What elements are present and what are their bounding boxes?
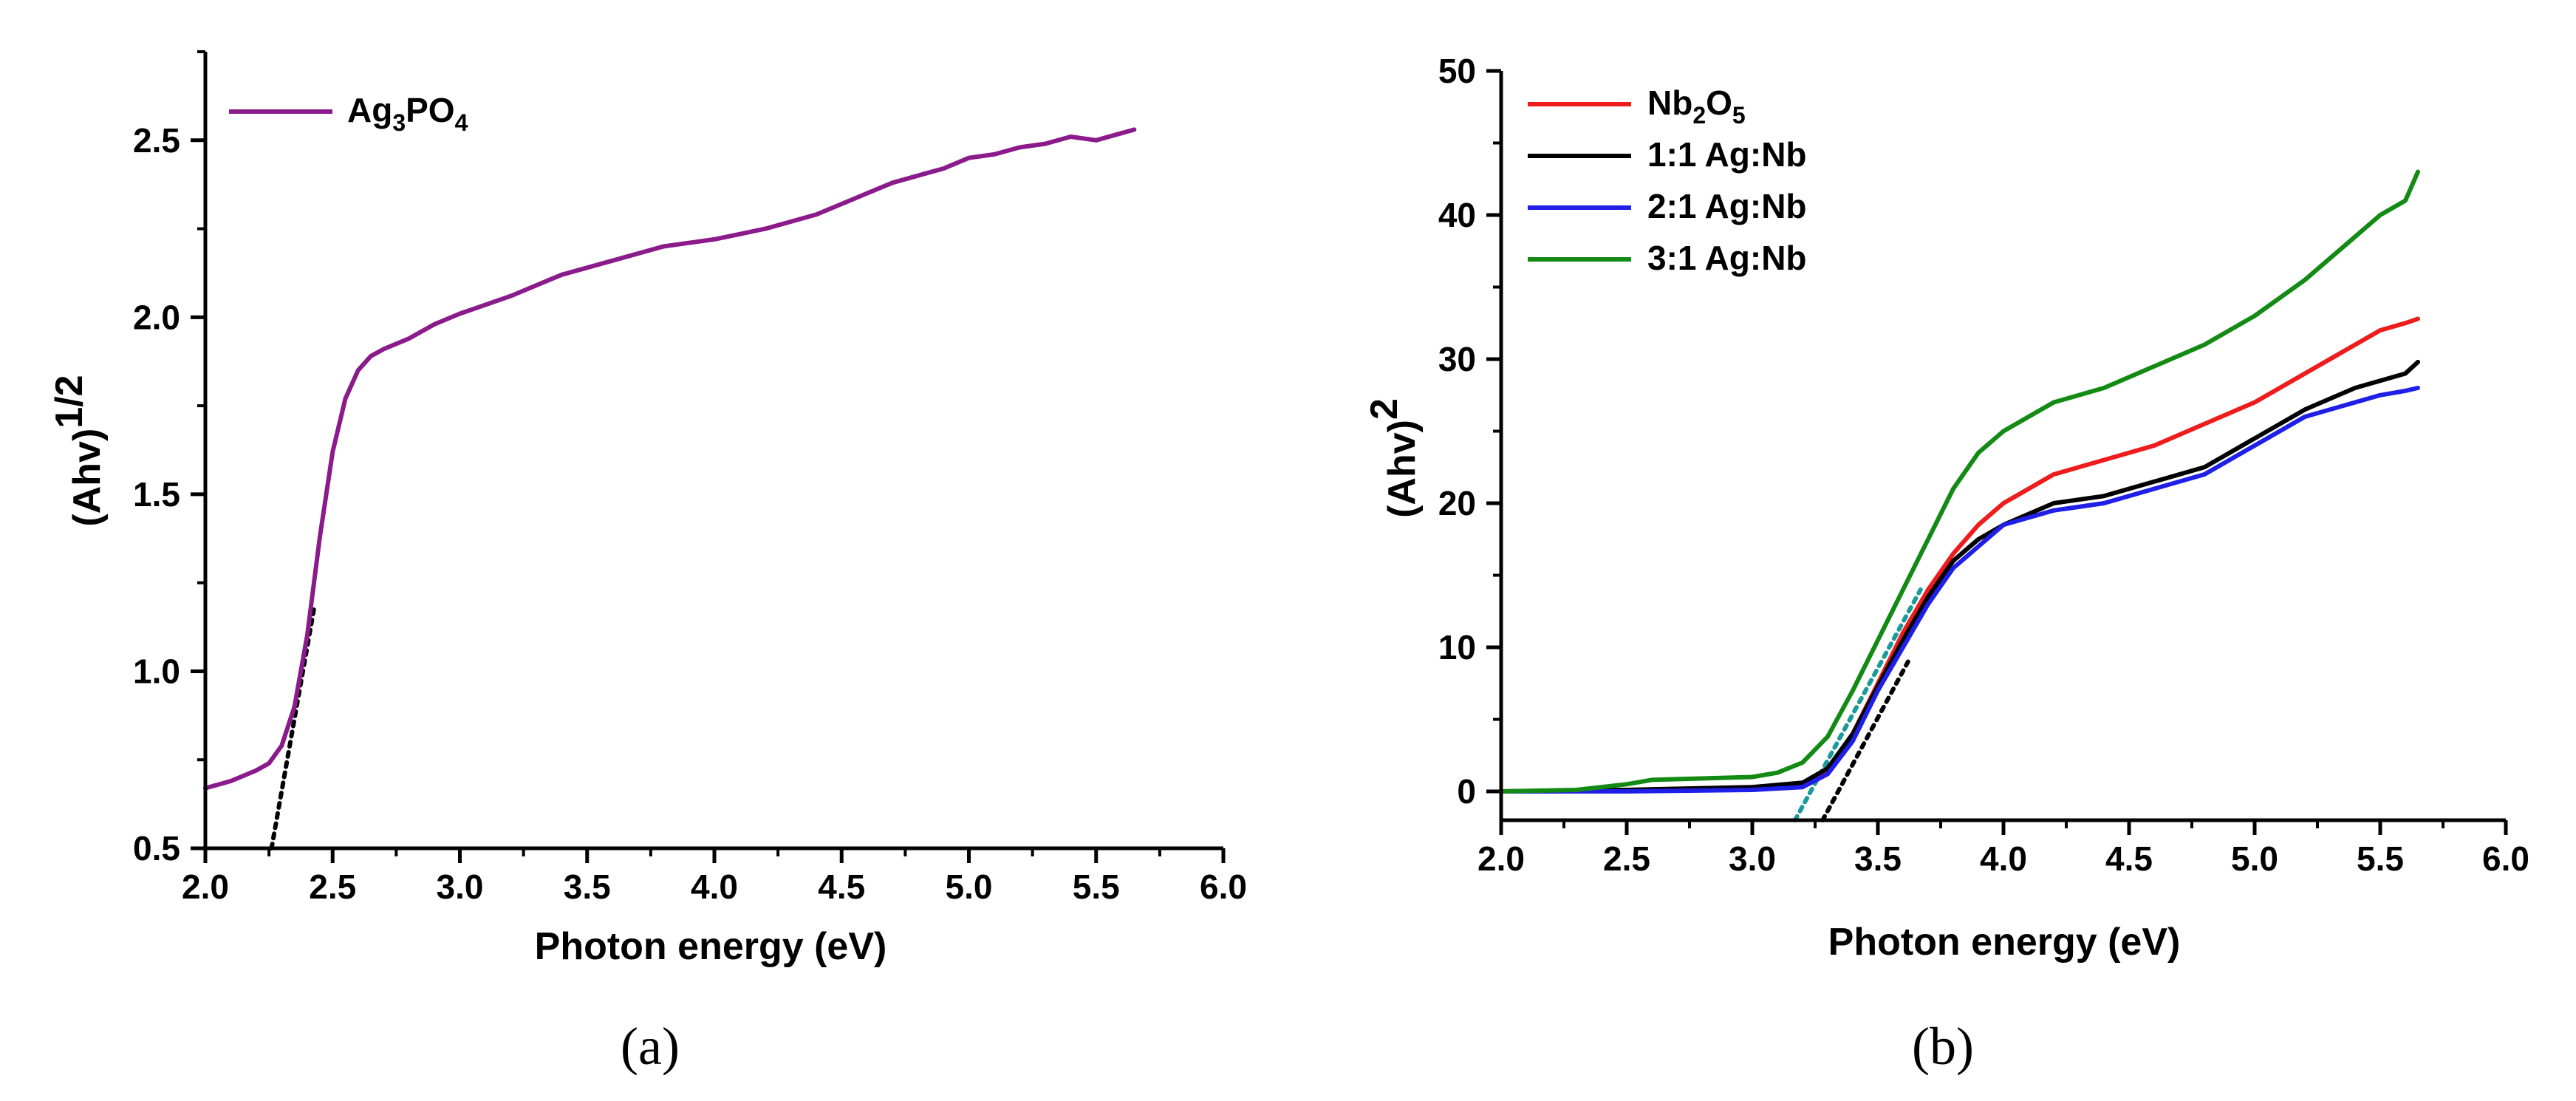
x-tick-label-a: 2.0 (182, 867, 229, 906)
legend-label-b-0: Nb2O5 (1647, 83, 1746, 129)
y-axis-title-b-sup: 2 (1363, 398, 1406, 420)
panel-caption-b: (b) (1912, 1017, 1974, 1076)
y-axis-title-b: (Ahv)2 (1363, 398, 1424, 518)
series-line-b-3 (1499, 169, 2420, 794)
y-tick-label-b: 20 (1438, 484, 1476, 522)
legend-a: Ag3PO4 (229, 91, 468, 136)
x-tick-label-b: 6.0 (2482, 839, 2529, 878)
y-tick-label-b: 0 (1457, 772, 1476, 811)
y-tick-label-b: 50 (1438, 52, 1476, 90)
y-tick-label-a: 2.5 (133, 121, 180, 160)
x-tick-label-b: 2.0 (1477, 839, 1525, 878)
x-tick-label-b: 3.5 (1854, 839, 1902, 878)
series-line-b-2 (1499, 386, 2420, 794)
x-tick-label-a: 2.5 (309, 867, 356, 906)
legend-label-a-0: Ag3PO4 (347, 91, 468, 136)
x-tick-label-a: 5.5 (1073, 867, 1120, 906)
x-tick-label-a: 6.0 (1200, 867, 1247, 906)
legend-label-b-2: 2:1 Ag:Nb (1647, 187, 1807, 225)
legend-b: Nb2O5 1:1 Ag:Nb 2:1 Ag:Nb 3:1 Ag:Nb (1528, 83, 1807, 277)
x-tick-label-b: 4.0 (1980, 839, 2027, 878)
y-axis-title-b-base: (Ahv) (1381, 420, 1424, 518)
y-tick-label-b: 10 (1438, 628, 1476, 667)
y-tick-label-a: 1.5 (133, 475, 180, 514)
legend-label-b-1: 1:1 Ag:Nb (1647, 135, 1807, 174)
x-tick-label-a: 3.0 (437, 867, 484, 906)
chart-panel-b: 2.0 2.5 3.0 3.5 4.0 4.5 5.0 5.5 6.0 0 10 20 30 40 50 P… (1363, 52, 2529, 1076)
y-tick-label-a: 0.5 (133, 829, 180, 867)
y-axis-title-a-sup: 1/2 (48, 375, 91, 428)
x-tick-label-b: 4.5 (2105, 839, 2153, 878)
y-axis-title-a: (Ahv)1/2 (48, 375, 109, 526)
y-tick-label-a: 1.0 (133, 652, 180, 690)
x-tick-label-a: 5.0 (946, 867, 993, 906)
panel-caption-a: (a) (621, 1017, 680, 1076)
y-axis-title-a-base: (Ahv) (66, 429, 109, 527)
x-tick-label-a: 3.5 (564, 867, 611, 906)
x-tick-label-b: 5.5 (2357, 839, 2404, 878)
x-tick-label-a: 4.0 (691, 867, 738, 906)
x-axis-title-b: Photon energy (eV) (1828, 921, 2181, 964)
y-tick-label-b: 40 (1438, 196, 1476, 234)
series-line-b-1 (1499, 359, 2420, 794)
y-tick-label-a: 2.0 (133, 298, 180, 336)
x-tick-label-b: 5.0 (2231, 839, 2278, 878)
series-line-a-0 (203, 127, 1137, 791)
tangent-line-b (1820, 659, 1910, 822)
chart-panel-a: 2.0 2.5 3.0 3.5 4.0 4.5 5.0 5.5 6.0 0.5 1.0 1.5 2.0 2… (48, 50, 1247, 1076)
y-tick-label-b: 30 (1438, 340, 1476, 378)
x-axis-title-a: Photon energy (eV) (535, 925, 887, 968)
legend-label-b-3: 3:1 Ag:Nb (1647, 239, 1807, 277)
x-tick-label-b: 3.0 (1729, 839, 1776, 878)
x-tick-label-b: 2.5 (1603, 839, 1650, 878)
x-tick-label-a: 4.5 (818, 867, 865, 906)
